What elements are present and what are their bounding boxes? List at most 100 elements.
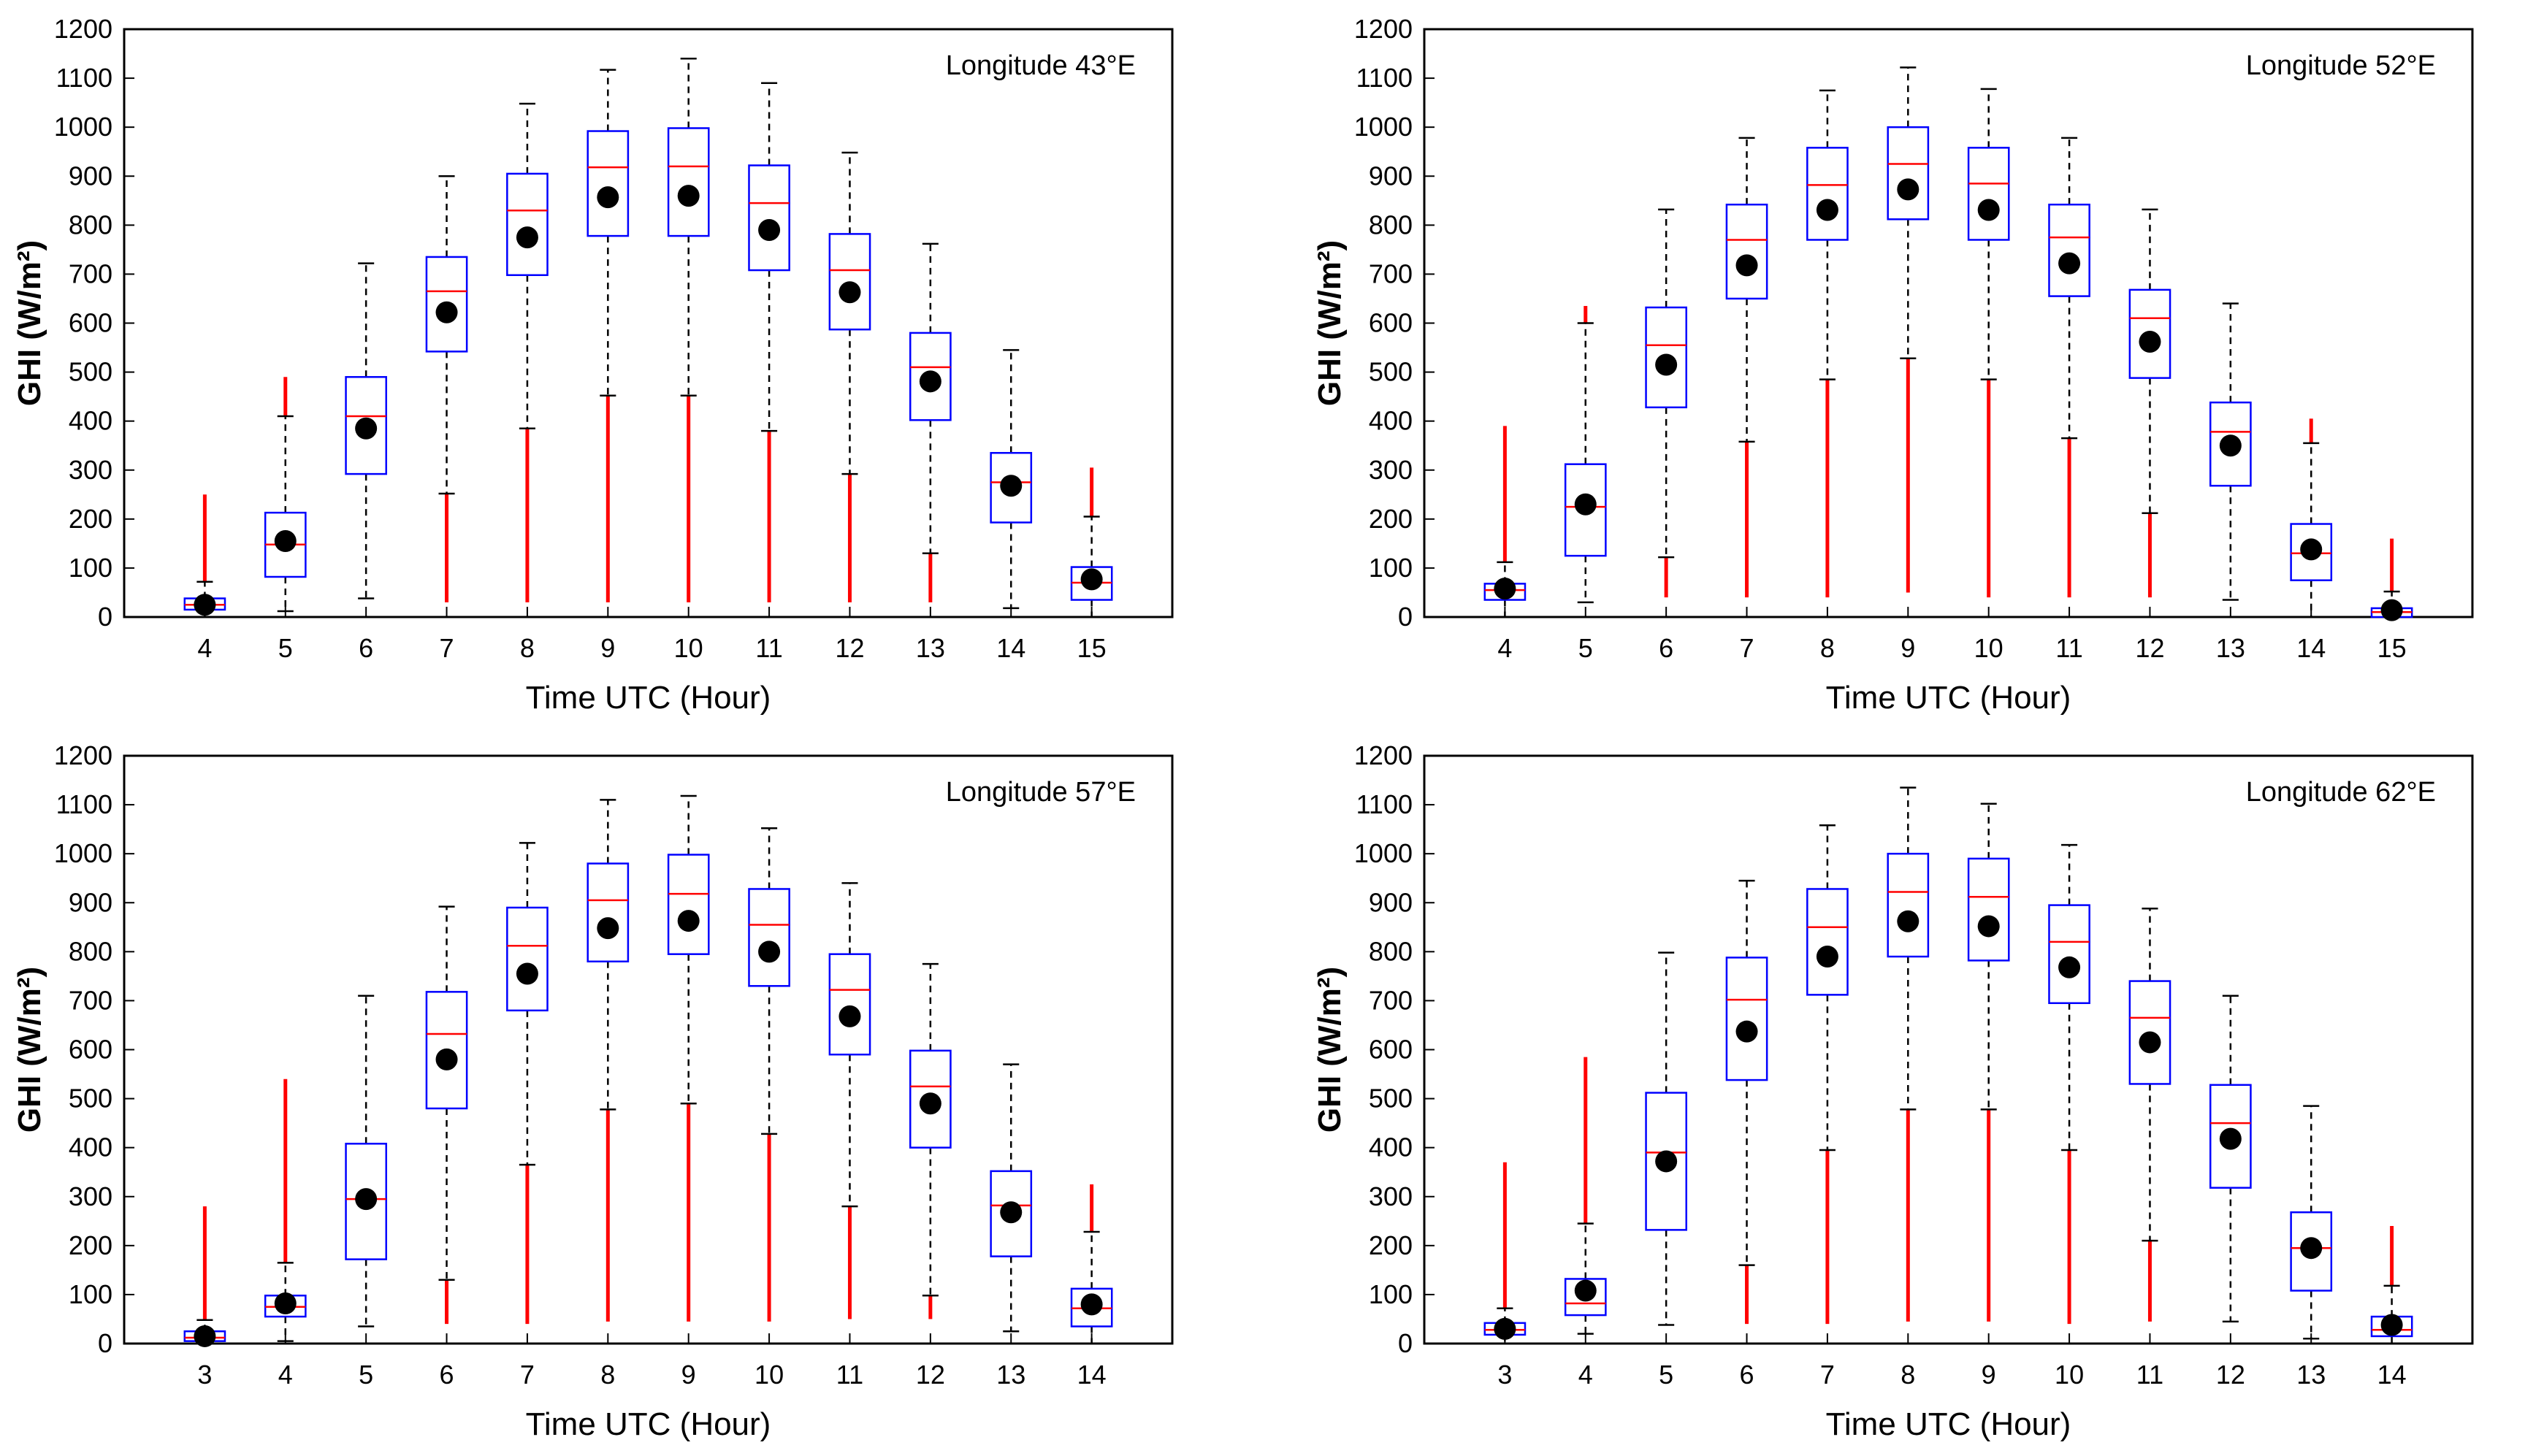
box-group [1483, 1162, 1527, 1345]
box-group [425, 905, 468, 1325]
x-tick-label: 8 [520, 633, 535, 663]
mean-marker [1735, 254, 1758, 277]
x-tick-label: 13 [916, 633, 945, 663]
x-tick-label: 6 [1659, 633, 1673, 663]
chart-panel-4: 0 100 200 300 400 500 600 700 800 900 1000 1100 1200… [1312, 740, 2474, 1442]
iqr-box [587, 130, 630, 237]
y-tick-label: 400 [1369, 406, 1413, 436]
iqr-box [1725, 203, 1768, 300]
mean-marker [1816, 946, 1838, 968]
box-group [1070, 467, 1113, 618]
mean-marker [1735, 1020, 1758, 1043]
x-tick-label: 3 [1497, 1360, 1512, 1390]
mean-marker [435, 301, 458, 323]
box-group [2048, 843, 2090, 1325]
y-tick-label: 300 [1369, 1181, 1413, 1211]
x-axis-label: Time UTC (Hour) [1826, 1406, 2071, 1442]
y-tick-label: 0 [98, 602, 112, 632]
x-tick-label: 10 [2055, 1360, 2084, 1390]
iqr-box [828, 953, 871, 1056]
iqr-box [1967, 857, 2010, 962]
panel-title: Longitude 52°E [2246, 50, 2436, 81]
iqr-box [1806, 147, 1849, 241]
box-group [587, 799, 630, 1322]
box-group [2209, 302, 2252, 601]
x-tick-label: 9 [1982, 1360, 1996, 1390]
x-tick-label: 7 [1820, 1360, 1835, 1390]
x-tick-label: 8 [1820, 633, 1835, 663]
x-tick-label: 4 [1578, 1360, 1593, 1390]
chart-panel-1: 0 100 200 300 400 500 600 700 800 900 1000 1100 1200… [12, 14, 1174, 716]
x-tick-label: 7 [520, 1360, 535, 1390]
y-tick-label: 500 [1369, 1084, 1413, 1114]
x-tick-label: 15 [2377, 633, 2407, 663]
box-group [264, 377, 307, 613]
box-group [2370, 538, 2413, 621]
mean-marker [597, 186, 619, 209]
iqr-box [667, 127, 710, 237]
box-group [2290, 418, 2333, 618]
x-axis-label: Time UTC (Hour) [526, 1406, 771, 1442]
y-tick-label: 700 [1369, 258, 1413, 288]
x-tick-label: 9 [600, 633, 615, 663]
y-tick-label: 100 [69, 1279, 112, 1309]
box-group [2048, 137, 2090, 598]
y-tick-label: 900 [69, 161, 112, 191]
box-group [2370, 1226, 2413, 1345]
x-tick-label: 13 [2296, 1360, 2326, 1390]
box-group [1887, 66, 1930, 593]
iqr-box [748, 888, 790, 987]
y-tick-label: 1200 [1354, 740, 1413, 770]
box-group [748, 827, 790, 1322]
x-tick-label: 9 [1901, 633, 1915, 663]
y-tick-label: 400 [1369, 1133, 1413, 1162]
y-axis-label: GHI (W/m²) [12, 240, 47, 406]
mean-marker [2139, 1031, 2161, 1054]
mean-marker [1655, 353, 1678, 376]
y-tick-label: 200 [69, 504, 112, 534]
y-tick-label: 100 [1369, 553, 1413, 583]
iqr-box [748, 164, 790, 272]
y-tick-label: 1000 [1354, 112, 1413, 142]
x-tick-label: 10 [755, 1360, 784, 1390]
x-tick-label: 11 [2055, 633, 2082, 663]
y-tick-label: 1200 [1354, 14, 1413, 44]
y-tick-label: 900 [1369, 887, 1413, 917]
x-tick-label: 6 [359, 633, 373, 663]
x-tick-label: 4 [278, 1360, 293, 1390]
mean-marker [1816, 199, 1838, 221]
box-group [2128, 908, 2171, 1322]
mean-marker [194, 594, 216, 616]
mean-marker [1655, 1150, 1678, 1173]
mean-marker [516, 962, 538, 985]
mean-marker [2058, 252, 2081, 275]
mean-marker [1080, 1293, 1103, 1316]
y-tick-label: 1100 [56, 63, 112, 93]
mean-marker [1494, 1317, 1516, 1340]
x-tick-label: 6 [1740, 1360, 1754, 1390]
box-group [1967, 802, 2010, 1322]
x-tick-label: 4 [197, 633, 212, 663]
mean-marker [1080, 568, 1103, 591]
box-group [1725, 879, 1768, 1325]
iqr-box [1806, 888, 1849, 996]
x-tick-label: 12 [916, 1360, 945, 1390]
y-tick-label: 300 [1369, 455, 1413, 485]
x-tick-label: 11 [755, 633, 782, 663]
iqr-box [1887, 126, 1930, 221]
x-tick-label: 14 [1077, 1360, 1107, 1390]
mean-marker [919, 1092, 941, 1115]
mean-marker [2058, 956, 2081, 978]
box-group [1806, 824, 1849, 1325]
x-tick-label: 7 [440, 633, 454, 663]
box-group [828, 882, 871, 1319]
x-tick-label: 4 [1497, 633, 1512, 663]
mean-marker [516, 226, 538, 249]
y-tick-label: 600 [1369, 1035, 1413, 1065]
y-tick-label: 500 [69, 1084, 112, 1114]
y-tick-label: 1100 [1356, 789, 1413, 819]
x-tick-label: 14 [996, 633, 1025, 663]
box-group [1564, 1057, 1607, 1335]
y-tick-label: 900 [69, 887, 112, 917]
box-group [587, 69, 630, 602]
